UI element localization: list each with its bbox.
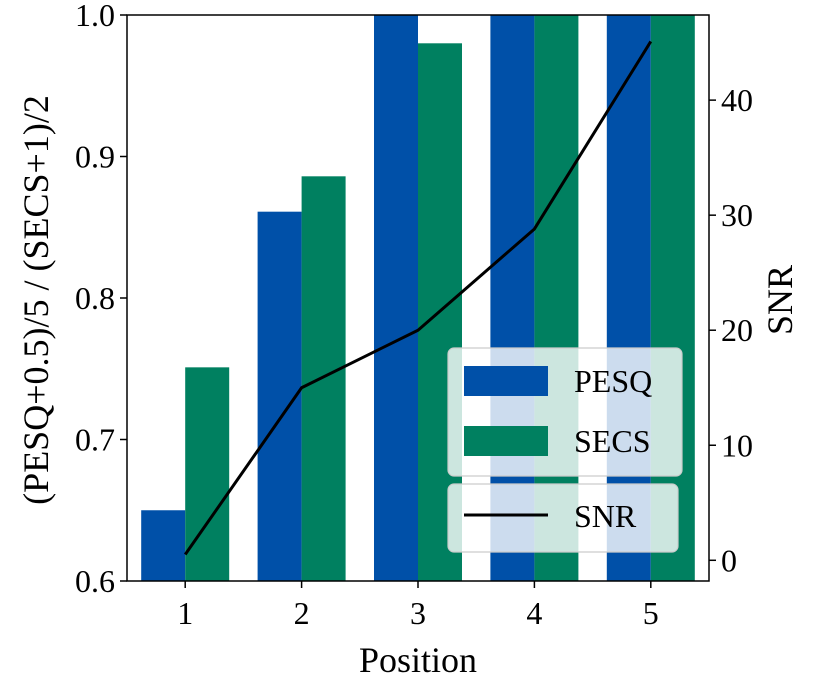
y2-tick-label-0: 0 bbox=[721, 542, 737, 578]
y-axis-left: 0.6 0.7 0.8 0.9 1.0 bbox=[75, 0, 127, 599]
bar-pesq-3 bbox=[374, 15, 418, 581]
legend-bars: PESQ SECS bbox=[447, 347, 683, 477]
x-tick-label-4: 4 bbox=[526, 595, 542, 631]
y2-tick-label-30: 30 bbox=[721, 197, 753, 233]
y2-tick-label-10: 10 bbox=[721, 427, 753, 463]
bar-secs-2 bbox=[301, 176, 346, 581]
legend-label-secs: SECS bbox=[574, 423, 650, 459]
bar-secs-1 bbox=[185, 367, 230, 581]
y-tick-label-1.0: 1.0 bbox=[75, 0, 115, 33]
y-tick-label-0.7: 0.7 bbox=[75, 422, 115, 458]
y-axis-label: (PESQ+0.5)/5 / (SECS+1)/2 bbox=[16, 95, 56, 505]
x-tick-label-3: 3 bbox=[410, 595, 426, 631]
legend-swatch-secs bbox=[464, 426, 548, 456]
y-axis-right: 0 10 20 30 40 bbox=[709, 82, 753, 578]
y2-tick-label-20: 20 bbox=[721, 312, 753, 348]
legend-line-frame bbox=[447, 483, 679, 553]
bar-pesq-1 bbox=[141, 510, 186, 581]
x-axis-label: Position bbox=[359, 640, 477, 680]
snr-line bbox=[183, 40, 653, 556]
snr-line-layer bbox=[183, 40, 653, 556]
x-tick-label-2: 2 bbox=[294, 595, 310, 631]
y-tick-label-0.9: 0.9 bbox=[75, 139, 115, 175]
legend-label-snr: SNR bbox=[574, 498, 637, 534]
y2-tick-label-40: 40 bbox=[721, 82, 753, 118]
x-tick-label-1: 1 bbox=[177, 595, 193, 631]
legend-line: SNR bbox=[447, 483, 679, 553]
legend-label-pesq: PESQ bbox=[574, 363, 652, 399]
y-tick-label-0.6: 0.6 bbox=[75, 563, 115, 599]
x-tick-label-5: 5 bbox=[643, 595, 659, 631]
y-tick-label-0.8: 0.8 bbox=[75, 280, 115, 316]
y2-axis-label: SNR bbox=[760, 265, 800, 335]
x-axis: 1 2 3 4 5 bbox=[177, 581, 659, 631]
legend-swatch-pesq bbox=[464, 366, 548, 396]
